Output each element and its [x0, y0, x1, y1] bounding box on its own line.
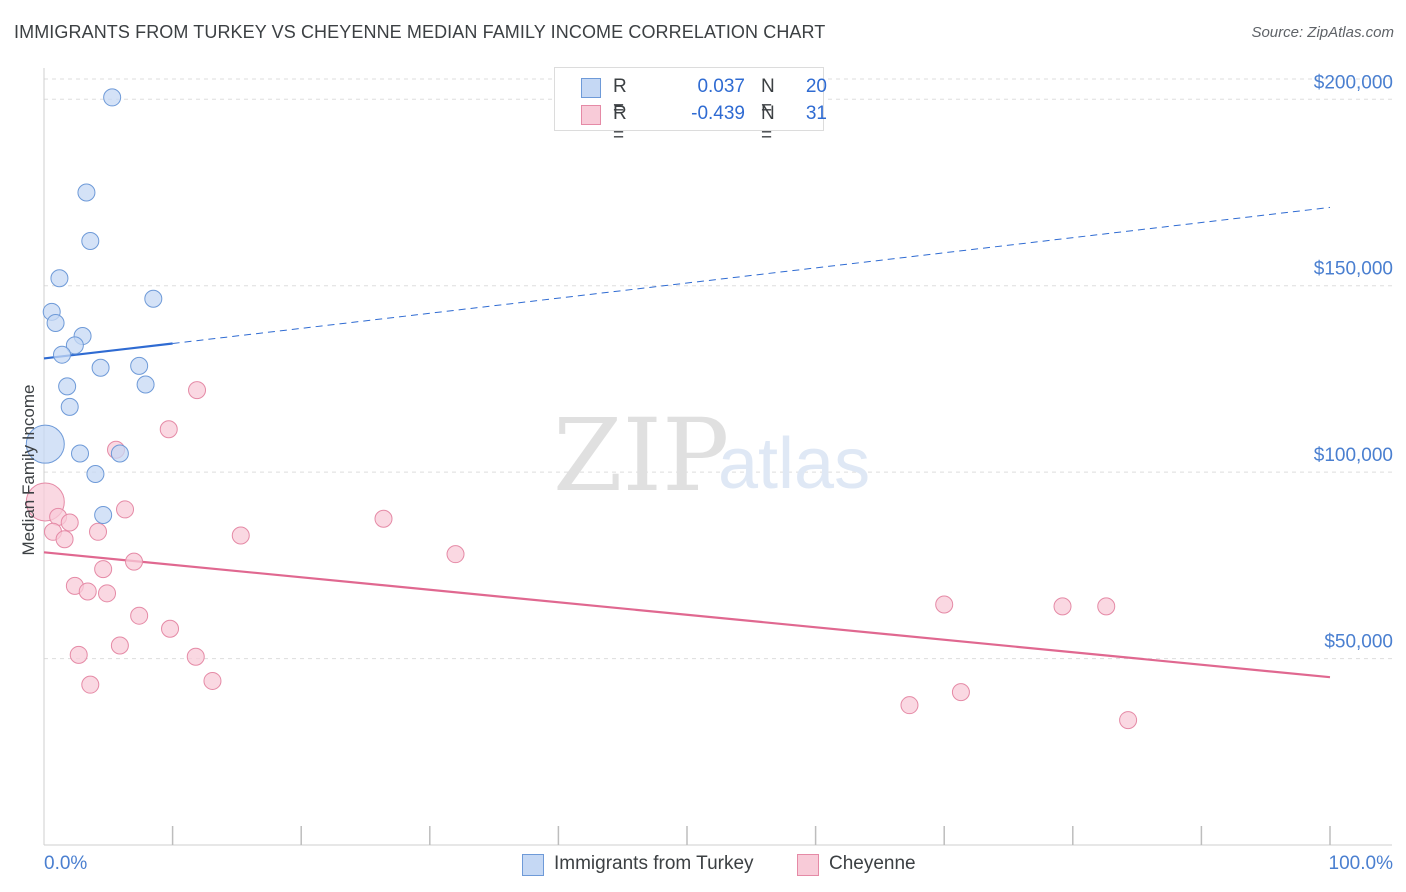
y-tick-label: $150,000	[1314, 259, 1393, 280]
watermark-atlas: atlas	[718, 424, 870, 504]
point-cheyenne	[231, 526, 250, 545]
legend-swatch-cheyenne	[797, 854, 819, 876]
point-cheyenne	[159, 420, 178, 439]
point-cheyenne	[374, 509, 393, 528]
point-cheyenne	[1119, 711, 1138, 730]
source-credit: Source: ZipAtlas.com	[1251, 24, 1394, 41]
data-points	[25, 88, 1138, 730]
point-cheyenne	[110, 636, 129, 655]
point-cheyenne	[81, 675, 100, 694]
point-turkey	[60, 397, 79, 416]
y-tick-label: $50,000	[1324, 632, 1393, 653]
legend-swatch-turkey	[522, 854, 544, 876]
point-cheyenne	[186, 647, 205, 666]
y-tick-label: $200,000	[1314, 72, 1393, 93]
point-turkey	[81, 231, 100, 250]
point-cheyenne	[935, 595, 954, 614]
point-turkey	[110, 444, 129, 463]
point-turkey	[94, 506, 113, 525]
point-turkey	[50, 269, 69, 288]
point-cheyenne	[125, 552, 144, 571]
legend-swatch-turkey	[581, 78, 601, 98]
x-tick-label: 100.0%	[1329, 853, 1394, 874]
point-turkey	[46, 314, 65, 332]
point-turkey	[91, 358, 110, 377]
watermark: ZIP atlas	[553, 397, 870, 514]
y-tick-labels: $50,000 $100,000 $150,000 $200,000	[1314, 72, 1393, 652]
legend-label-cheyenne: Cheyenne	[829, 853, 916, 874]
point-turkey	[144, 289, 163, 308]
point-turkey	[130, 356, 149, 375]
point-cheyenne	[89, 522, 108, 541]
point-cheyenne	[188, 381, 207, 400]
legend-n-value: 31	[805, 103, 827, 124]
point-cheyenne	[203, 671, 222, 690]
point-cheyenne	[69, 645, 88, 664]
point-cheyenne	[60, 513, 79, 532]
point-cheyenne	[94, 560, 113, 579]
watermark-zip: ZIP	[553, 397, 729, 514]
point-cheyenne	[55, 530, 74, 549]
point-turkey	[71, 444, 90, 463]
point-cheyenne	[951, 683, 970, 702]
point-cheyenne	[1053, 597, 1072, 616]
point-cheyenne	[161, 619, 180, 638]
point-turkey	[77, 183, 96, 202]
point-turkey	[86, 465, 105, 484]
legend-r-label: R =	[613, 76, 627, 119]
series-legend: Immigrants from Turkey Cheyenne	[0, 852, 1406, 878]
point-turkey	[103, 88, 122, 107]
correlation-legend: R = 0.037 N = 20 R = -0.439 N = 31	[554, 67, 827, 146]
legend-swatch-cheyenne	[581, 105, 601, 125]
y-tick-label: $100,000	[1314, 445, 1393, 466]
y-axis-label: Median Family Income	[19, 384, 38, 555]
legend-n-label: N =	[761, 76, 775, 119]
point-turkey	[65, 336, 84, 355]
point-turkey	[136, 375, 155, 394]
point-cheyenne	[98, 584, 117, 603]
trend-line-cheyenne	[43, 551, 1331, 679]
chart-title: IMMIGRANTS FROM TURKEY VS CHEYENNE MEDIA…	[14, 22, 826, 42]
trend-line-turkey-dashed	[172, 206, 1331, 345]
point-cheyenne	[116, 500, 135, 519]
legend-r-value: 0.037	[697, 76, 745, 97]
point-cheyenne	[900, 696, 919, 715]
point-cheyenne	[78, 582, 97, 601]
point-cheyenne	[1097, 597, 1116, 616]
x-tick-label: 0.0%	[44, 853, 87, 874]
point-turkey	[25, 424, 65, 464]
legend-n-value: 20	[805, 76, 827, 97]
legend-n-label: N =	[761, 103, 775, 146]
point-cheyenne	[446, 545, 465, 564]
point-turkey	[58, 377, 77, 396]
legend-label-turkey: Immigrants from Turkey	[554, 853, 754, 874]
legend-r-label: R =	[613, 103, 627, 146]
point-cheyenne	[130, 606, 149, 625]
x-tick-labels: 0.0% 100.0%	[44, 853, 1393, 874]
legend-r-value: -0.439	[691, 103, 745, 124]
point-turkey	[53, 345, 72, 364]
